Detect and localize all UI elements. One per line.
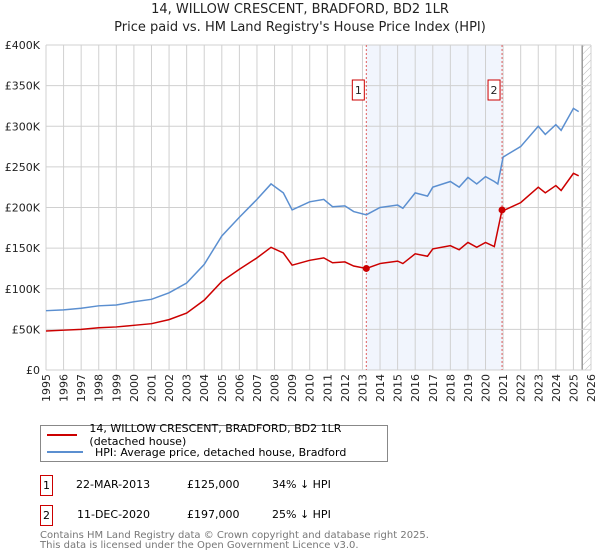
- sale-marker-label: 2: [491, 84, 498, 97]
- sale-marker-label: 1: [355, 84, 362, 97]
- property-price-line: [45, 172, 580, 332]
- x-tick-label: 1995: [40, 374, 53, 402]
- x-tick-label: 2020: [480, 374, 493, 402]
- legend: 14, WILLOW CRESCENT, BRADFORD, BD2 1LR (…: [40, 422, 388, 462]
- x-tick-label: 2017: [427, 374, 440, 402]
- x-tick-label: 1999: [110, 374, 123, 402]
- x-tick-label: 1997: [75, 374, 88, 402]
- y-tick-label: £250K: [5, 161, 41, 174]
- x-tick-label: 2021: [497, 374, 510, 402]
- footer-licence: This data is licensed under the Open Gov…: [40, 540, 359, 551]
- chart-plot: 1995 1996 1997 1998 1999 2000 2001 2002 2003 2004…: [5, 39, 598, 402]
- x-tick-label: 1998: [93, 374, 106, 402]
- x-tick-label: 2025: [567, 374, 580, 402]
- x-tick-label: 2026: [585, 374, 598, 402]
- x-tick-label: 2018: [444, 374, 457, 402]
- sale-date: 11-DEC-2020: [77, 508, 151, 521]
- legend-item-hpi: HPI: Average price, detached house, Brad…: [47, 444, 346, 460]
- x-tick-label: 2012: [339, 374, 352, 402]
- sale-hpi-diff: 34% ↓ HPI: [272, 478, 331, 491]
- legend-item-property: 14, WILLOW CRESCENT, BRADFORD, BD2 1LR (…: [47, 422, 387, 448]
- sale-marker-box: [487, 79, 501, 101]
- x-tick-label: 2024: [550, 374, 563, 402]
- x-tick-label: 2004: [198, 374, 211, 402]
- sale-point: [362, 264, 370, 272]
- x-tick-label: 2016: [409, 374, 422, 402]
- y-tick-label: £200K: [5, 202, 41, 215]
- legend-label: HPI: Average price, detached house, Brad…: [95, 445, 347, 459]
- hpi-line: [45, 107, 580, 312]
- sale-point: [498, 206, 506, 214]
- sale-price: £197,000: [187, 508, 240, 521]
- x-tick-label: 2005: [216, 374, 229, 402]
- footer: Contains HM Land Registry data © Crown c…: [40, 531, 429, 551]
- y-tick-label: £0: [26, 364, 40, 377]
- y-tick-label: £100K: [5, 283, 41, 296]
- x-tick-label: 2022: [515, 374, 528, 402]
- chart-title: 14, WILLOW CRESCENT, BRADFORD, BD2 1LR: [151, 2, 449, 17]
- sale-marker-label: 1: [40, 475, 53, 496]
- y-tick-label: £150K: [5, 242, 41, 255]
- x-tick-label: 2023: [532, 374, 545, 402]
- x-tick-label: 2014: [374, 374, 387, 402]
- legend-swatch-blue: [47, 451, 83, 453]
- x-tick-label: 2019: [462, 374, 475, 402]
- x-tick-label: 2002: [163, 374, 176, 402]
- chart-subtitle: Price paid vs. HM Land Registry's House …: [114, 20, 486, 35]
- sale-price: £125,000: [187, 478, 240, 491]
- x-tick-label: 2000: [128, 374, 141, 402]
- sale-hpi-diff: 25% ↓ HPI: [272, 508, 331, 521]
- x-tick-label: 2003: [181, 374, 194, 402]
- x-tick-label: 2009: [286, 374, 299, 402]
- x-tick-label: 2015: [392, 374, 405, 402]
- x-tick-label: 2007: [251, 374, 264, 402]
- sale-date: 22-MAR-2013: [76, 478, 151, 491]
- y-tick-label: £350K: [5, 80, 41, 93]
- y-tick-label: £50K: [12, 323, 41, 336]
- x-tick-label: 1996: [58, 374, 71, 402]
- x-tick-label: 2001: [145, 374, 158, 402]
- sale-marker-label: 2: [40, 505, 53, 526]
- legend-label: 14, WILLOW CRESCENT, BRADFORD, BD2 1LR (…: [89, 422, 342, 448]
- x-tick-label: 2008: [269, 374, 282, 402]
- x-tick-label: 2011: [321, 374, 334, 402]
- legend-swatch-red: [47, 434, 78, 436]
- x-tick-label: 2006: [233, 374, 246, 402]
- sale-row-1: 1 22-MAR-2013 £125,000 34% ↓ HPI: [40, 475, 440, 496]
- y-tick-label: £300K: [5, 120, 41, 133]
- x-tick-label: 2013: [356, 374, 369, 402]
- footer-copyright: Contains HM Land Registry data © Crown c…: [40, 530, 429, 541]
- sale-marker-box: [351, 79, 365, 101]
- y-tick-label: £400K: [5, 39, 41, 52]
- sale-row-2: 2 11-DEC-2020 £197,000 25% ↓ HPI: [40, 505, 440, 526]
- x-tick-label: 2010: [304, 374, 317, 402]
